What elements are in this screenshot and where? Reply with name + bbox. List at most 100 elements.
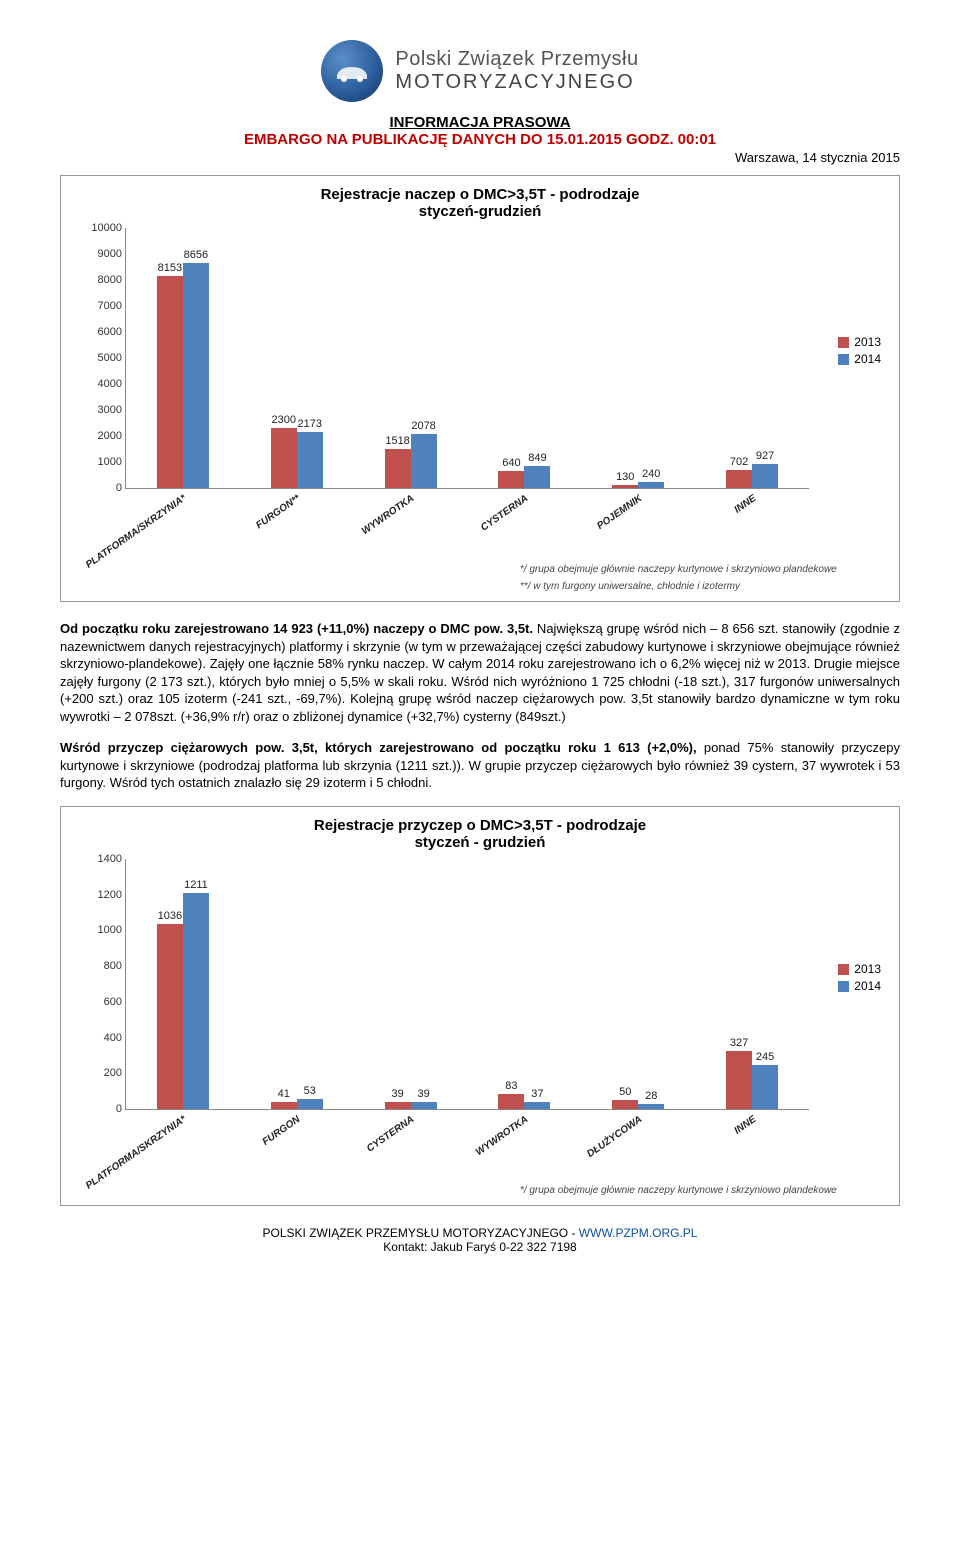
bar	[612, 485, 638, 488]
bar	[297, 432, 323, 488]
bar	[157, 924, 183, 1109]
x-label: FURGON	[260, 1114, 302, 1148]
y-tick: 0	[82, 1103, 122, 1115]
y-tick: 200	[82, 1067, 122, 1079]
bar-value-label: 327	[719, 1037, 759, 1049]
x-label: CYSTERNA	[365, 1114, 416, 1155]
y-tick: 2000	[82, 430, 122, 442]
bar-group: 15182078	[385, 434, 437, 488]
chart1-footnotes: */ grupa obejmuje głównie naczepy kurtyn…	[81, 563, 879, 593]
legend-swatch	[838, 337, 849, 348]
y-tick: 4000	[82, 378, 122, 390]
org-logo	[321, 40, 383, 102]
y-tick: 5000	[82, 352, 122, 364]
x-label: POJEMNIK	[595, 493, 644, 532]
page: Polski Związek Przemysłu MOTORYZACYJNEGO…	[0, 0, 960, 1284]
org-line2: MOTORYZACYJNEGO	[395, 71, 638, 94]
bar-value-label: 927	[745, 450, 785, 462]
bar-group: 10361211	[157, 893, 209, 1109]
bar-value-label: 245	[745, 1051, 785, 1063]
footer-org: POLSKI ZWIĄZEK PRZEMYSŁU MOTORYZACYJNEGO…	[263, 1226, 579, 1240]
x-label: WYWROTKA	[474, 1114, 530, 1158]
doc-date: Warszawa, 14 stycznia 2015	[60, 150, 900, 165]
legend-swatch	[838, 964, 849, 975]
bar	[157, 276, 183, 488]
bar-group: 702927	[726, 464, 778, 488]
doc-title: INFORMACJA PRASOWA	[60, 114, 900, 131]
bar-value-label: 2078	[404, 420, 444, 432]
chart-naczepy: Rejestracje naczep o DMC>3,5T - podrodza…	[60, 175, 900, 602]
chart-footnote: **/ w tym furgony uniwersalne, chłodnie …	[520, 580, 879, 593]
legend-label: 2014	[854, 979, 881, 993]
bar-group: 8337	[498, 1094, 550, 1109]
x-label: FURGON**	[254, 493, 302, 531]
chart2-footnotes: */ grupa obejmuje głównie naczepy kurtyn…	[81, 1184, 879, 1197]
legend-item: 2013	[838, 962, 881, 976]
bar-group: 3939	[385, 1102, 437, 1109]
bar	[752, 1065, 778, 1109]
chart1-xlabels: PLATFORMA/SKRZYNIA*FURGON**WYWROTKACYSTE…	[125, 489, 809, 559]
bar-value-label: 28	[631, 1090, 671, 1102]
y-tick: 1000	[82, 456, 122, 468]
chart2-xlabels: PLATFORMA/SKRZYNIA*FURGONCYSTERNAWYWROTK…	[125, 1110, 809, 1180]
paragraph-2: Wśród przyczep ciężarowych pow. 3,5t, kt…	[60, 739, 900, 792]
x-label: CYSTERNA	[479, 493, 530, 534]
x-label: INNE	[732, 1114, 758, 1137]
footer-link[interactable]: WWW.PZPM.ORG.PL	[579, 1226, 698, 1240]
bar-group: 327245	[726, 1051, 778, 1109]
bar	[498, 471, 524, 488]
bar-value-label: 240	[631, 468, 671, 480]
footer-contact: Kontakt: Jakub Faryś 0-22 322 7198	[383, 1240, 576, 1254]
chart1-area: 0100020003000400050006000700080009000100…	[81, 228, 879, 489]
x-label: INNE	[732, 493, 758, 516]
paragraph-1: Od początku roku zarejestrowano 14 923 (…	[60, 620, 900, 725]
chart2-title: Rejestracje przyczep o DMC>3,5T - podrod…	[81, 817, 879, 851]
y-tick: 1400	[82, 853, 122, 865]
chart1-title: Rejestracje naczep o DMC>3,5T - podrodza…	[81, 186, 879, 220]
bar-value-label: 8153	[150, 262, 190, 274]
x-label: PLATFORMA/SKRZYNIA*	[84, 493, 188, 571]
y-tick: 400	[82, 1032, 122, 1044]
bar-value-label: 39	[404, 1088, 444, 1100]
bar	[726, 470, 752, 488]
bar	[638, 1104, 664, 1109]
x-label: WYWROTKA	[360, 493, 416, 537]
bar	[385, 449, 411, 488]
bar-group: 4153	[271, 1099, 323, 1108]
page-footer: POLSKI ZWIĄZEK PRZEMYSŁU MOTORYZACYJNEGO…	[60, 1226, 900, 1254]
chart-footnote: */ grupa obejmuje głównie naczepy kurtyn…	[520, 1184, 879, 1197]
y-tick: 8000	[82, 274, 122, 286]
bar	[271, 428, 297, 488]
legend-swatch	[838, 354, 849, 365]
legend-item: 2013	[838, 335, 881, 349]
chart-przyczepy: Rejestracje przyczep o DMC>3,5T - podrod…	[60, 806, 900, 1206]
legend-label: 2013	[854, 335, 881, 349]
bar-group: 5028	[612, 1100, 664, 1109]
bar	[385, 1102, 411, 1109]
bar	[524, 1102, 550, 1109]
chart2-legend: 2013 2014	[838, 959, 881, 996]
bar	[411, 1102, 437, 1109]
y-tick: 0	[82, 482, 122, 494]
header-logo-row: Polski Związek Przemysłu MOTORYZACYJNEGO	[60, 40, 900, 102]
org-name: Polski Związek Przemysłu MOTORYZACYJNEGO	[395, 48, 638, 94]
bar	[638, 482, 664, 488]
y-tick: 3000	[82, 404, 122, 416]
y-tick: 1000	[82, 924, 122, 936]
bar-value-label: 2173	[290, 418, 330, 430]
chart2-plot: 0200400600800100012001400103612114153393…	[125, 859, 809, 1110]
x-label: PLATFORMA/SKRZYNIA*	[84, 1114, 188, 1192]
bar	[183, 893, 209, 1109]
y-tick: 800	[82, 960, 122, 972]
bar-value-label: 1036	[150, 910, 190, 922]
bar-value-label: 1518	[378, 435, 418, 447]
chart1-plot: 0100020003000400050006000700080009000100…	[125, 228, 809, 489]
legend-label: 2014	[854, 352, 881, 366]
y-tick: 1200	[82, 889, 122, 901]
legend-item: 2014	[838, 979, 881, 993]
y-tick: 6000	[82, 326, 122, 338]
car-icon	[332, 57, 372, 85]
bar-value-label: 37	[517, 1088, 557, 1100]
legend-label: 2013	[854, 962, 881, 976]
y-tick: 9000	[82, 248, 122, 260]
